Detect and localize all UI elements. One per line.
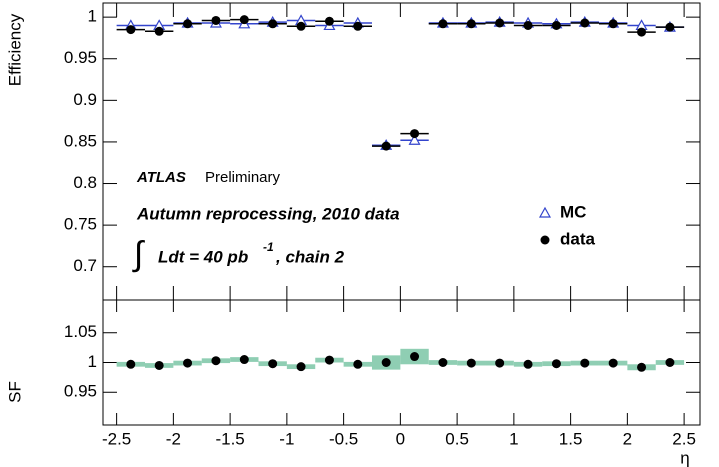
data-point xyxy=(324,16,334,26)
x-tick-label: 1 xyxy=(509,429,518,448)
data-point xyxy=(296,21,306,31)
sf-point xyxy=(466,358,476,368)
data-point xyxy=(466,19,476,29)
sf-point xyxy=(665,358,675,367)
y-tick-label: 0.7 xyxy=(73,256,97,275)
sf-point xyxy=(268,359,278,369)
sf-point xyxy=(381,358,391,367)
sf-point xyxy=(523,359,533,369)
data-point xyxy=(268,19,278,29)
data-point xyxy=(126,25,136,35)
sf-point xyxy=(608,358,618,368)
data-point xyxy=(353,21,363,31)
legend-marker xyxy=(540,235,550,245)
legend-marker xyxy=(538,206,552,218)
sf-point xyxy=(410,352,420,362)
sf-point xyxy=(296,362,306,372)
y-tick-label: 0.8 xyxy=(73,173,97,192)
x-tick-label: -2.5 xyxy=(102,429,131,448)
x-tick-label: 0.5 xyxy=(445,429,469,448)
x-tick-label: 2.5 xyxy=(672,429,696,448)
y-tick-label: 0.85 xyxy=(64,131,97,150)
lumi-suffix: , chain 2 xyxy=(275,247,345,266)
x-tick-label: 0 xyxy=(396,429,405,448)
y-axis-label: Efficiency xyxy=(5,13,24,86)
sf-point xyxy=(126,359,136,369)
y-axis-label: SF xyxy=(5,381,24,403)
sf-point xyxy=(211,356,221,366)
lumi-exponent: -1 xyxy=(263,240,274,254)
sf-point xyxy=(324,355,334,365)
data-point xyxy=(637,27,647,37)
description: Autumn reprocessing, 2010 data xyxy=(136,204,400,223)
y-tick-label: 1.05 xyxy=(64,322,97,341)
sf-point xyxy=(154,360,164,370)
data-point xyxy=(239,15,249,25)
data-point xyxy=(381,141,391,151)
data-point xyxy=(551,20,561,30)
mc-point xyxy=(408,134,421,145)
data-point xyxy=(523,20,533,30)
sf-point xyxy=(580,358,590,368)
x-tick-label: 1.5 xyxy=(559,429,583,448)
y-tick-label: 0.95 xyxy=(64,48,97,67)
data-point xyxy=(183,19,193,29)
legend-label: data xyxy=(560,229,596,248)
y-tick-label: 0.95 xyxy=(64,382,97,401)
x-tick-label: -0.5 xyxy=(329,429,358,448)
sf-point xyxy=(353,359,363,369)
sf-point xyxy=(551,359,561,369)
x-tick-label: 2 xyxy=(623,429,632,448)
data-point xyxy=(665,22,675,32)
x-tick-label: -1 xyxy=(279,429,294,448)
y-tick-label: 0.9 xyxy=(73,90,97,109)
sf-point xyxy=(495,358,505,368)
data-point xyxy=(438,19,448,29)
data-point xyxy=(608,19,618,29)
x-tick-label: -2 xyxy=(166,429,181,448)
lumi-text: Ldt = 40 pb xyxy=(158,247,248,266)
data-point xyxy=(211,15,221,25)
legend-label: MC xyxy=(560,202,586,221)
sf-point xyxy=(438,358,448,367)
status-label: Preliminary xyxy=(205,169,281,186)
x-tick-label: -1.5 xyxy=(215,429,244,448)
y-tick-label: 0.75 xyxy=(64,215,97,234)
y-tick-label: 1 xyxy=(88,7,97,26)
lumi-integral: ∫ xyxy=(132,235,145,273)
x-axis-label: η xyxy=(680,448,689,467)
sf-point xyxy=(239,355,249,365)
sf-point xyxy=(637,362,647,372)
data-point xyxy=(495,18,505,28)
data-point xyxy=(580,18,590,28)
experiment-label: ATLAS xyxy=(136,169,186,186)
data-point xyxy=(154,26,164,36)
y-tick-label: 1 xyxy=(88,352,97,371)
data-point xyxy=(410,129,420,139)
sf-point xyxy=(183,358,193,368)
